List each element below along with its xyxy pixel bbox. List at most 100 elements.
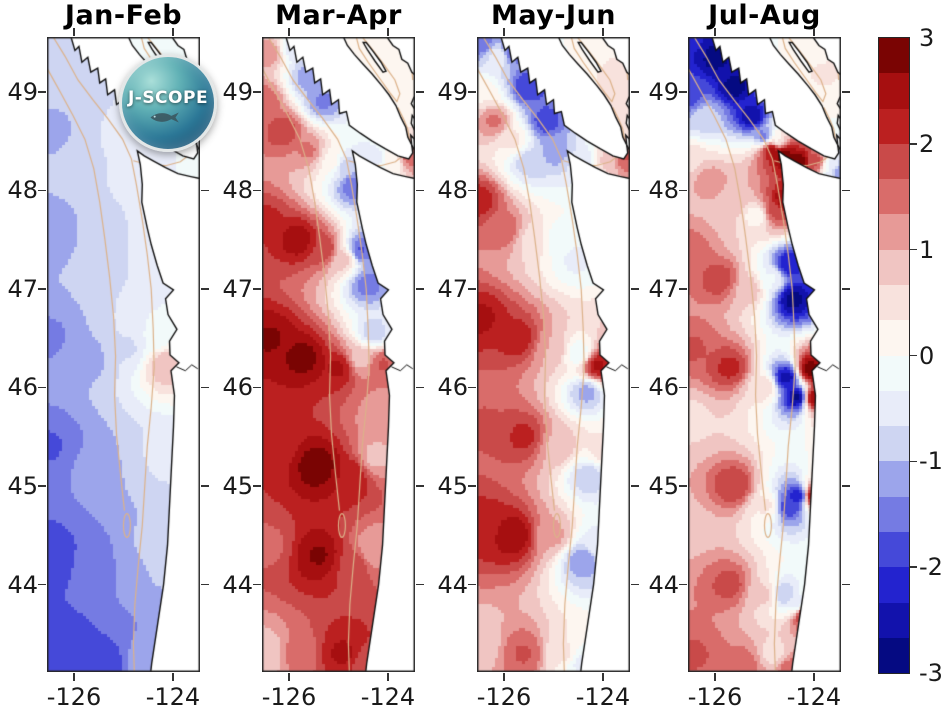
- colorbar-segment: [879, 496, 909, 532]
- colorbar-tick-label: -2: [919, 553, 943, 582]
- x-tick-label: -126: [261, 683, 317, 711]
- y-tick-left: [38, 485, 46, 487]
- jscope-logo-text: J-SCOPE: [127, 87, 209, 108]
- x-tick-top: [714, 28, 716, 36]
- y-tick-label: 46: [222, 373, 253, 402]
- panel-title-jan-feb: Jan-Feb: [64, 0, 183, 31]
- x-tick-bottom: [288, 673, 290, 681]
- y-tick-right: [842, 91, 850, 93]
- colorbar-segment: [879, 249, 909, 285]
- x-tick-top: [503, 28, 505, 36]
- panel-title-may-jun: May-Jun: [490, 0, 617, 31]
- colorbar-tick-label: -3: [919, 659, 943, 687]
- y-tick-label: 45: [7, 472, 38, 501]
- y-tick-label: 48: [648, 176, 679, 205]
- colorbar-tick: [910, 354, 917, 357]
- y-tick-left: [253, 386, 261, 389]
- colorbar-segment: [879, 38, 909, 74]
- colorbar-tick-label: 1: [919, 235, 935, 264]
- colorbar-tick-label: -1: [919, 447, 943, 476]
- colorbar-segment: [879, 461, 909, 497]
- colorbar-segment: [879, 390, 909, 427]
- x-tick-bottom: [172, 673, 174, 681]
- y-tick-left: [253, 583, 261, 586]
- x-tick-top: [288, 28, 290, 36]
- y-tick-label: 44: [648, 570, 679, 599]
- y-tick-label: 46: [7, 373, 38, 402]
- y-tick-left: [38, 386, 46, 389]
- y-tick-label: 47: [648, 274, 679, 303]
- x-tick-bottom: [714, 673, 716, 681]
- y-tick-left: [468, 189, 476, 192]
- y-tick-label: 46: [648, 373, 679, 402]
- y-tick-label: 45: [222, 472, 253, 501]
- y-tick-right: [201, 386, 209, 389]
- y-tick-label: 47: [437, 274, 468, 303]
- x-tick-bottom: [602, 673, 604, 681]
- y-tick-right: [631, 386, 639, 389]
- fish-icon: [150, 112, 179, 122]
- y-tick-left: [468, 91, 476, 93]
- y-tick-label: 48: [437, 176, 468, 205]
- colorbar-segment: [879, 355, 909, 391]
- colorbar-segment: [879, 426, 909, 462]
- colorbar-segment: [879, 73, 909, 109]
- colorbar-segment: [879, 214, 909, 250]
- y-tick-left: [38, 189, 46, 192]
- y-tick-left: [468, 485, 476, 487]
- colorbar-segment: [879, 637, 909, 674]
- y-tick-left: [38, 583, 46, 586]
- colorbar-segment: [879, 531, 909, 568]
- x-tick-bottom: [813, 673, 815, 681]
- y-tick-label: 45: [437, 472, 468, 501]
- x-tick-label: -124: [575, 683, 631, 711]
- colorbar-tick: [910, 143, 917, 145]
- x-tick-bottom: [503, 673, 505, 681]
- y-tick-right: [842, 583, 850, 586]
- y-tick-right: [842, 288, 850, 290]
- y-tick-label: 49: [7, 77, 38, 106]
- panel-title-mar-apr: Mar-Apr: [275, 0, 402, 31]
- colorbar-segment: [879, 179, 909, 215]
- x-tick-label: -126: [46, 683, 102, 711]
- x-tick-label: -124: [145, 683, 201, 711]
- y-tick-label: 46: [437, 373, 468, 402]
- y-tick-label: 44: [437, 570, 468, 599]
- y-tick-right: [416, 386, 424, 389]
- x-tick-top: [172, 28, 174, 36]
- colorbar-tick-label: 0: [919, 341, 935, 370]
- colorbar-tick: [910, 248, 917, 251]
- panel-may-jun: May-Jun 49 48 47 46 45 44 -126 -124: [437, 0, 639, 711]
- y-tick-label: 48: [222, 176, 253, 205]
- y-tick-left: [38, 91, 46, 93]
- x-tick-bottom: [73, 673, 75, 681]
- y-tick-right: [842, 386, 850, 389]
- y-tick-label: 47: [7, 274, 38, 303]
- x-tick-top: [813, 28, 815, 36]
- map-canvas-mar-apr: [262, 37, 415, 672]
- y-tick-label: 44: [7, 570, 38, 599]
- y-tick-left: [253, 189, 261, 192]
- y-tick-right: [201, 189, 209, 192]
- colorbar-segment: [879, 143, 909, 180]
- y-tick-right: [631, 91, 639, 93]
- y-tick-left: [679, 189, 687, 192]
- y-tick-right: [416, 485, 424, 487]
- y-tick-left: [468, 386, 476, 389]
- colorbar-tick-label: 3: [919, 24, 935, 52]
- map-canvas-may-jun: [477, 37, 630, 672]
- y-tick-right: [416, 288, 424, 290]
- y-tick-label: 47: [222, 274, 253, 303]
- y-tick-label: 49: [222, 77, 253, 106]
- y-tick-right: [631, 288, 639, 290]
- y-tick-right: [631, 583, 639, 586]
- panel-jan-feb: Jan-Feb J-SCOPE 49 48 47 46 45 44 -126 -124: [7, 0, 217, 711]
- colorbar-segment: [879, 284, 909, 321]
- y-tick-right: [631, 189, 639, 192]
- y-tick-right: [416, 583, 424, 586]
- y-tick-right: [201, 485, 209, 487]
- y-tick-right: [416, 91, 424, 93]
- x-tick-top: [387, 28, 389, 36]
- colorbar-tick: [910, 566, 917, 568]
- y-tick-left: [253, 485, 261, 487]
